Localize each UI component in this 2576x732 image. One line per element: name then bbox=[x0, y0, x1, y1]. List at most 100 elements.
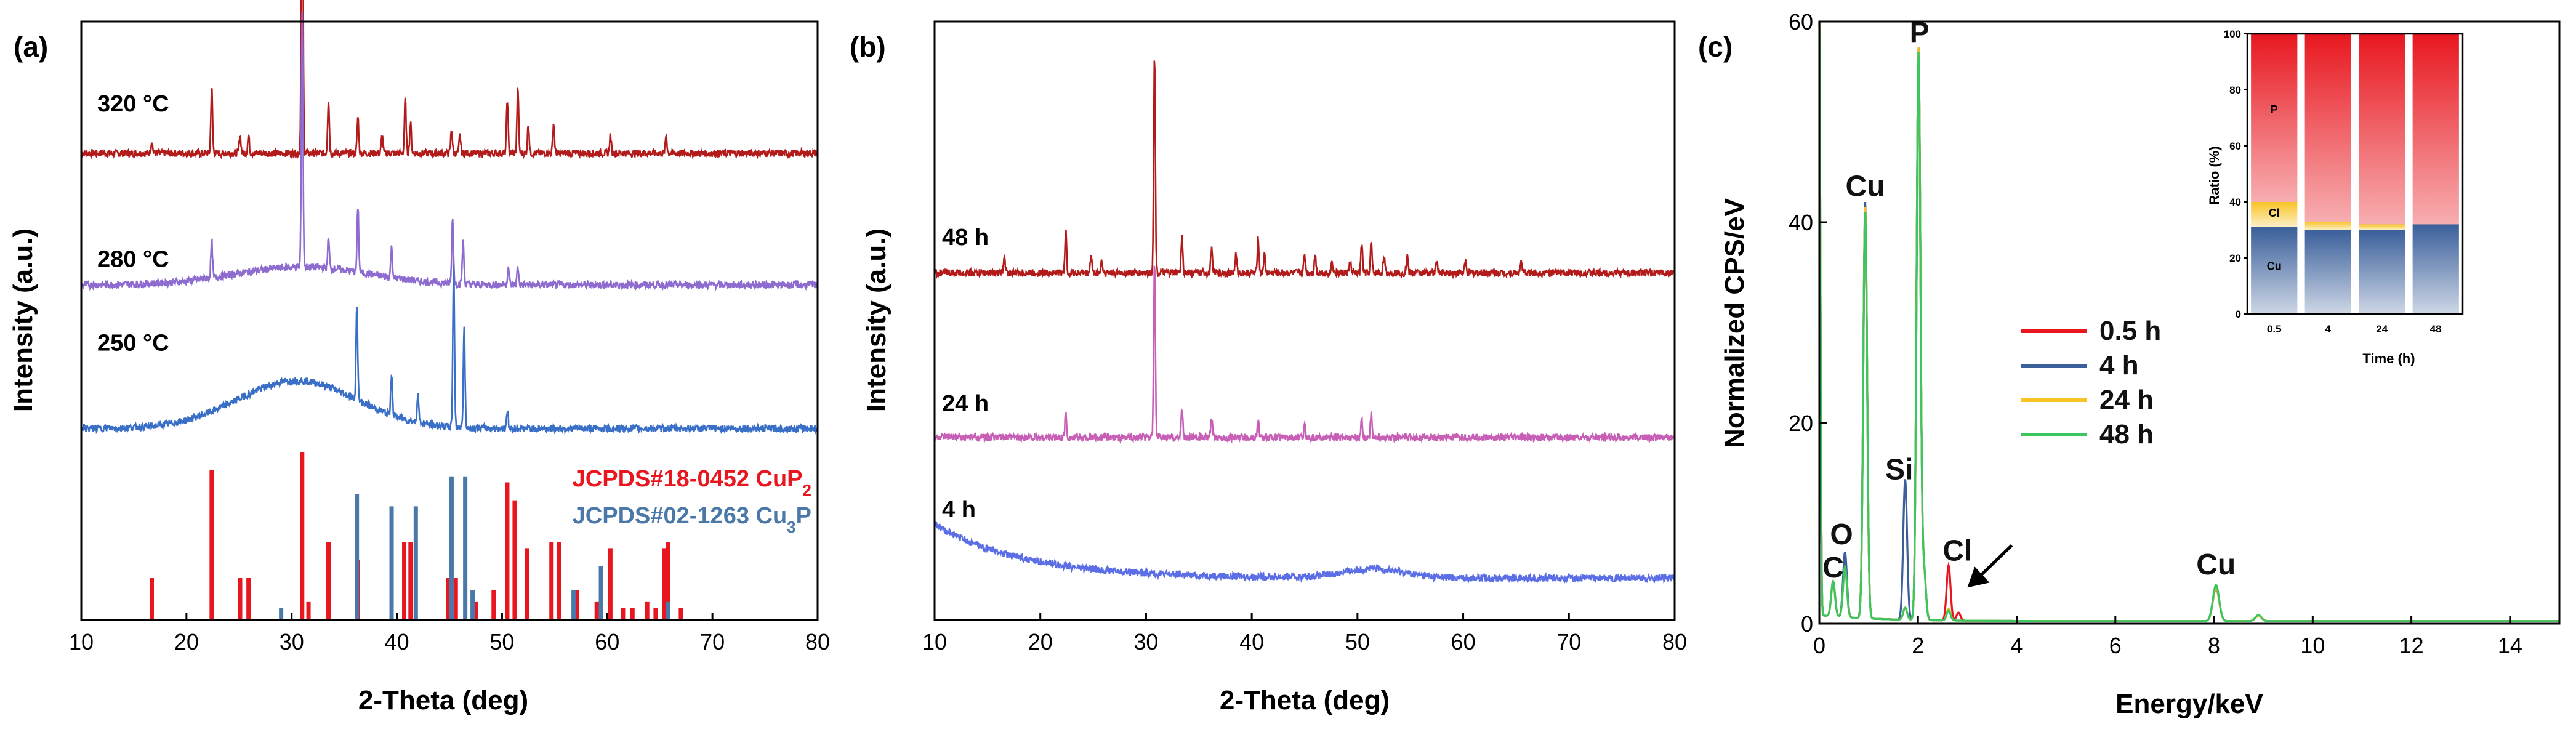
panel-a-series-0 bbox=[80, 0, 819, 160]
panel-b-ticks: 10 20 30 40 50 60 70 80 bbox=[922, 613, 1687, 654]
panel-a: (a) Intensity (a.u.) 2-Theta (deg) 10 20 3… bbox=[8, 0, 830, 715]
panel-c-xtick-label-12: 12 bbox=[2399, 633, 2424, 658]
panel-a-series-label-280: 280 °C bbox=[97, 247, 169, 273]
panel-a-frame bbox=[80, 20, 819, 621]
panel-a-xtick-label-80: 80 bbox=[805, 629, 830, 654]
panel-b-xtick-label-50: 50 bbox=[1345, 629, 1370, 654]
inset-bar-cl-24 bbox=[2359, 224, 2405, 230]
panel-b-xtick-label-60: 60 bbox=[1451, 629, 1476, 654]
panel-a-xtick-label-50: 50 bbox=[489, 629, 514, 654]
panel-c-ytick-label-40: 40 bbox=[1789, 210, 1813, 235]
panel-c-series-48h bbox=[1818, 21, 2559, 622]
inset-frame bbox=[2246, 33, 2464, 315]
panel-b-ylabel: Intensity (a.u.) bbox=[861, 228, 892, 412]
panel-a-xtick-label-20: 20 bbox=[174, 629, 199, 654]
panel-b-series-0 bbox=[933, 60, 1676, 280]
panel-c-ytick-label-0: 0 bbox=[1801, 611, 1813, 637]
panel-c-arrow-head bbox=[1967, 566, 1990, 588]
panel-c-xtick-label-0: 0 bbox=[1813, 633, 1825, 658]
inset-ytick-label-20: 20 bbox=[2229, 252, 2241, 264]
panel-c-peak-label-5: Cl bbox=[1942, 534, 1972, 567]
inset-ylabel: Ratio (%) bbox=[2207, 146, 2222, 204]
panel-c-xtick-label-6: 6 bbox=[2109, 633, 2122, 658]
panel-c-ylabel: Normalized CPS/eV bbox=[1720, 198, 1750, 448]
panel-c-xtick-label-8: 8 bbox=[2208, 633, 2220, 658]
panel-a-xtick-label-70: 70 bbox=[700, 629, 725, 654]
panel-b-series-label-4h: 4 h bbox=[942, 497, 976, 523]
inset-xtick-4: 4 bbox=[2325, 323, 2332, 335]
panel-a-ticks: 10 20 30 40 50 60 70 80 bbox=[69, 613, 830, 654]
panel-c-xtick-label-2: 2 bbox=[1912, 633, 1924, 658]
panel-b-series-label-48h: 48 h bbox=[942, 225, 989, 251]
inset-bar-cu-0.5 bbox=[2251, 227, 2298, 314]
inset-segment-label-1: Cl bbox=[2269, 207, 2280, 219]
panel-b-xlabel: 2-Theta (deg) bbox=[1220, 685, 1390, 715]
inset-segment-label-0: P bbox=[2271, 103, 2278, 116]
panel-a-xtick-label-40: 40 bbox=[385, 629, 409, 654]
panel-c-arrow-shaft bbox=[1977, 544, 2013, 579]
panel-c-frame bbox=[1818, 20, 2561, 625]
panel-b-series-label-24h: 24 h bbox=[942, 391, 989, 417]
panel-c: (c) Normalized CPS/eV Energy/keV 0 2 4 6 8 10… bbox=[1698, 9, 2561, 719]
panel-c-ytick-label-20: 20 bbox=[1789, 411, 1813, 436]
inset-bar-cu-24 bbox=[2359, 230, 2405, 314]
panel-b-frame bbox=[933, 20, 1676, 621]
panel-b-xtick-label-30: 30 bbox=[1133, 629, 1158, 654]
panel-a-series-label-320: 320 °C bbox=[97, 91, 169, 117]
panel-a-series-2 bbox=[80, 265, 819, 435]
inset-bar-cu-4 bbox=[2304, 230, 2351, 314]
inset-xlabel: Time (h) bbox=[2362, 351, 2415, 366]
panel-c-xtick-label-10: 10 bbox=[2300, 633, 2325, 658]
inset-ytick-label-0: 0 bbox=[2236, 308, 2241, 320]
panel-c-peak-label-6: Cu bbox=[2196, 549, 2236, 581]
inset-bar-cl-4 bbox=[2304, 221, 2351, 230]
panel-a-series-label-250: 250 °C bbox=[97, 331, 169, 356]
inset-xtick-0.5: 0.5 bbox=[2267, 323, 2282, 335]
panel-a-reference-label-cup2: JCPDS#18-0452 CuP2 bbox=[573, 466, 811, 499]
inset-xtick-48: 48 bbox=[2430, 323, 2442, 335]
panel-c-label: (c) bbox=[1698, 31, 1733, 63]
panel-c-ytick-label-60: 60 bbox=[1789, 9, 1813, 34]
panel-c-xtick-label-14: 14 bbox=[2498, 633, 2522, 658]
panel-c-legend: 0.5 h 4 h 24 h 48 h bbox=[2021, 316, 2161, 449]
panel-b-xtick-label-70: 70 bbox=[1556, 629, 1581, 654]
panel-c-xtick-label-4: 4 bbox=[2011, 633, 2023, 658]
panel-b-xtick-label-20: 20 bbox=[1028, 629, 1053, 654]
inset-bar-cl-0.5 bbox=[2251, 202, 2298, 227]
inset-bar-p-24 bbox=[2359, 34, 2405, 225]
panel-c-peak-label-0: C bbox=[1822, 552, 1844, 584]
panel-b-xtick-label-10: 10 bbox=[922, 629, 947, 654]
legend-label-0: 0.5 h bbox=[2099, 316, 2161, 346]
inset-bar-p-4 bbox=[2304, 34, 2351, 222]
legend-label-1: 4 h bbox=[2099, 350, 2139, 380]
panel-c-peak-label-1: O bbox=[1830, 518, 1853, 551]
panel-a-marks bbox=[80, 0, 819, 620]
inset-ytick-label-100: 100 bbox=[2224, 28, 2241, 40]
panel-b-label: (b) bbox=[850, 31, 886, 63]
panel-a-reference-label-cu3p: JCPDS#02-1263 Cu3P bbox=[573, 503, 811, 536]
inset-segment-label-2: Cu bbox=[2267, 260, 2282, 273]
panel-a-ylabel: Intensity (a.u.) bbox=[8, 228, 38, 412]
panel-a-label: (a) bbox=[14, 31, 48, 63]
panel-a-xlabel: 2-Theta (deg) bbox=[358, 685, 528, 715]
legend-label-3: 48 h bbox=[2099, 419, 2154, 449]
panel-a-xtick-label-60: 60 bbox=[595, 629, 619, 654]
inset-bar-p-0.5 bbox=[2251, 34, 2298, 202]
inset-ytick-label-80: 80 bbox=[2229, 84, 2241, 96]
panel-c-peak-label-4: Si bbox=[1885, 453, 1913, 486]
inset-ytick-label-60: 60 bbox=[2229, 140, 2241, 152]
legend-label-2: 24 h bbox=[2099, 385, 2154, 415]
inset-bar-p-48 bbox=[2412, 34, 2459, 225]
panel-b: (b) Intensity (a.u.) 2-Theta (deg) 10 20 3… bbox=[850, 20, 1687, 715]
panel-c-peak-label-2: Cu bbox=[1846, 171, 1885, 203]
inset-xtick-24: 24 bbox=[2376, 323, 2388, 335]
panel-c-xlabel: Energy/keV bbox=[2115, 689, 2263, 719]
panel-a-series-1 bbox=[80, 12, 819, 292]
panel-c-inset: Ratio (%) Time (h) 0.5 4 24 48 0 20 40 60 80 100 P Cl… bbox=[2207, 25, 2475, 366]
panel-a-xtick-label-30: 30 bbox=[280, 629, 304, 654]
panel-b-series-2 bbox=[934, 521, 1676, 585]
panel-a-xtick-label-10: 10 bbox=[69, 629, 94, 654]
inset-bar-cu-48 bbox=[2412, 224, 2459, 314]
